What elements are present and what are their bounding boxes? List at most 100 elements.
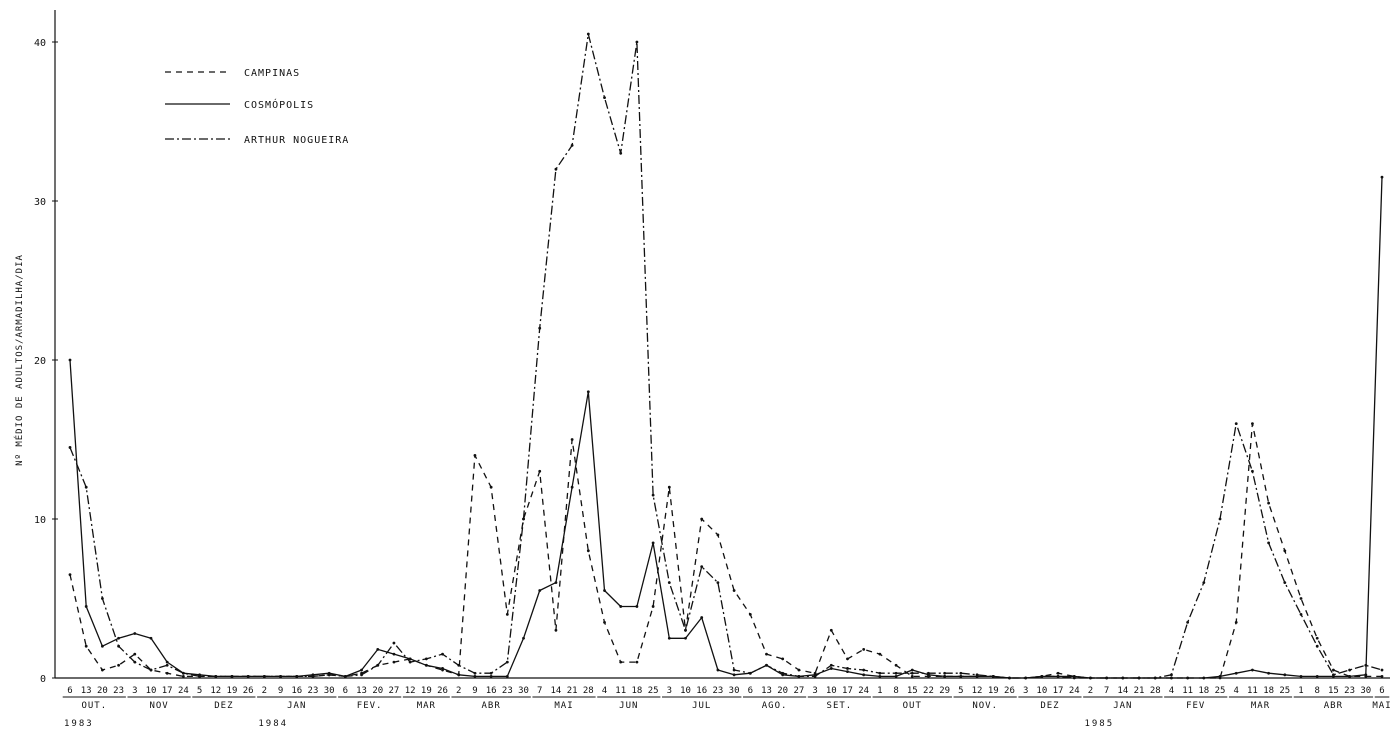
data-point-campinas: [603, 620, 606, 624]
x-tick-label: 11: [615, 686, 626, 696]
x-tick-label: 23: [502, 686, 513, 696]
data-point-cosm-polis: [1267, 671, 1271, 675]
data-point-cosm-polis: [1218, 675, 1222, 678]
data-point-campinas: [489, 485, 493, 489]
month-label: FEV.: [357, 701, 383, 711]
x-tick-label: 10: [680, 686, 691, 696]
x-tick-label: 18: [1263, 686, 1274, 696]
data-point-arthur-nogueira: [1137, 676, 1141, 680]
data-point-campinas: [748, 613, 752, 616]
data-point-arthur-nogueira: [246, 675, 250, 678]
x-tick-label: 30: [518, 686, 529, 696]
data-point-arthur-nogueira: [829, 663, 833, 667]
data-point-arthur-nogueira: [1364, 663, 1368, 667]
x-tick-label: 11: [1182, 686, 1193, 696]
x-tick-label: 6: [1379, 686, 1384, 696]
data-point-campinas: [84, 644, 88, 648]
x-tick-label: 4: [1169, 686, 1174, 696]
x-tick-label: 1: [1298, 686, 1303, 696]
x-tick-label: 28: [1150, 686, 1161, 696]
x-tick-label: 30: [324, 686, 335, 696]
data-point-cosm-polis: [1315, 675, 1319, 678]
data-point-cosm-polis: [1299, 675, 1303, 678]
data-point-arthur-nogueira: [1153, 676, 1157, 680]
series-line-cosm-polis: [69, 177, 1383, 679]
data-point-cosm-polis: [586, 390, 590, 394]
x-tick-label: 18: [631, 686, 642, 696]
data-point-cosm-polis: [538, 589, 542, 592]
data-point-arthur-nogueira: [862, 668, 866, 672]
x-tick-label: 18: [1198, 686, 1209, 696]
x-tick-label: 4: [602, 686, 607, 696]
x-tick-label: 17: [162, 686, 173, 696]
data-point-arthur-nogueira: [343, 675, 347, 678]
x-tick-label: 2: [456, 686, 461, 696]
data-point-arthur-nogueira: [489, 671, 493, 675]
x-tick-label: 2: [262, 686, 267, 696]
data-point-arthur-nogueira: [100, 597, 104, 600]
data-point-arthur-nogueira: [846, 667, 849, 670]
x-tick-label: 6: [67, 686, 72, 696]
x-tick-label: 2: [1088, 686, 1093, 696]
month-label: ABR: [482, 701, 501, 711]
data-point-arthur-nogueira: [1072, 676, 1076, 680]
data-point-cosm-polis: [505, 675, 509, 678]
data-point-arthur-nogueira: [1251, 469, 1254, 473]
data-point-cosm-polis: [635, 605, 639, 608]
data-point-cosm-polis: [716, 668, 720, 672]
data-point-arthur-nogueira: [1299, 613, 1303, 616]
data-point-cosm-polis: [441, 667, 444, 670]
series-line-arthur-nogueira: [69, 33, 1383, 679]
data-point-campinas: [165, 671, 169, 675]
data-point-campinas: [781, 657, 785, 661]
data-point-arthur-nogueira: [927, 671, 930, 675]
data-point-arthur-nogueira: [149, 668, 153, 672]
data-point-campinas: [700, 517, 704, 521]
data-point-arthur-nogueira: [765, 663, 768, 667]
month-label: DEZ: [214, 701, 233, 711]
x-tick-label: 17: [842, 686, 853, 696]
x-tick-label: 13: [81, 686, 92, 696]
x-tick-label: 21: [1134, 686, 1145, 696]
series-layer: [68, 32, 1384, 680]
x-tick-label: 19: [988, 686, 999, 696]
x-tick-label: 8: [893, 686, 898, 696]
month-label: JAN: [1113, 701, 1132, 711]
x-tick-label: 21: [567, 686, 578, 696]
data-point-arthur-nogueira: [441, 652, 444, 656]
data-point-arthur-nogueira: [457, 663, 461, 667]
data-point-campinas: [651, 605, 655, 608]
x-tick-label: 11: [1247, 686, 1258, 696]
data-point-arthur-nogueira: [1315, 644, 1319, 648]
data-point-arthur-nogueira: [570, 143, 574, 147]
data-point-cosm-polis: [165, 660, 169, 664]
x-tick-label: 12: [972, 686, 983, 696]
data-point-cosm-polis: [100, 644, 104, 648]
data-point-arthur-nogueira: [554, 167, 558, 171]
x-tick-label: 13: [761, 686, 772, 696]
data-point-campinas: [1332, 668, 1335, 672]
x-tick-label: 23: [712, 686, 723, 696]
x-tick-label: 15: [1328, 686, 1339, 696]
x-tick-label: 27: [793, 686, 804, 696]
data-point-arthur-nogueira: [603, 96, 606, 100]
data-point-arthur-nogueira: [327, 673, 331, 677]
y-axis-label: Nº MÉDIO DE ADULTOS/ARMADILHA/DIA: [13, 254, 25, 466]
data-point-cosm-polis: [1186, 676, 1190, 680]
month-label: ABR: [1324, 701, 1343, 711]
legend-label-arthur-nogueira: ARTHUR NOGUEIRA: [244, 135, 349, 146]
data-point-cosm-polis: [619, 605, 623, 608]
data-point-campinas: [716, 533, 720, 537]
x-tick-label: 16: [696, 686, 707, 696]
x-tick-label: 3: [1023, 686, 1028, 696]
data-point-cosm-polis: [1202, 676, 1206, 680]
month-label: MAI: [1372, 701, 1391, 711]
data-point-arthur-nogueira: [619, 151, 623, 155]
data-point-arthur-nogueira: [894, 671, 898, 675]
data-point-arthur-nogueira: [700, 565, 704, 569]
data-point-cosm-polis: [117, 636, 120, 640]
data-point-campinas: [765, 652, 768, 656]
data-point-arthur-nogueira: [1267, 541, 1271, 545]
x-tick-label: 1: [877, 686, 882, 696]
legend-label-cosmopolis: COSMÓPOLIS: [244, 98, 314, 111]
